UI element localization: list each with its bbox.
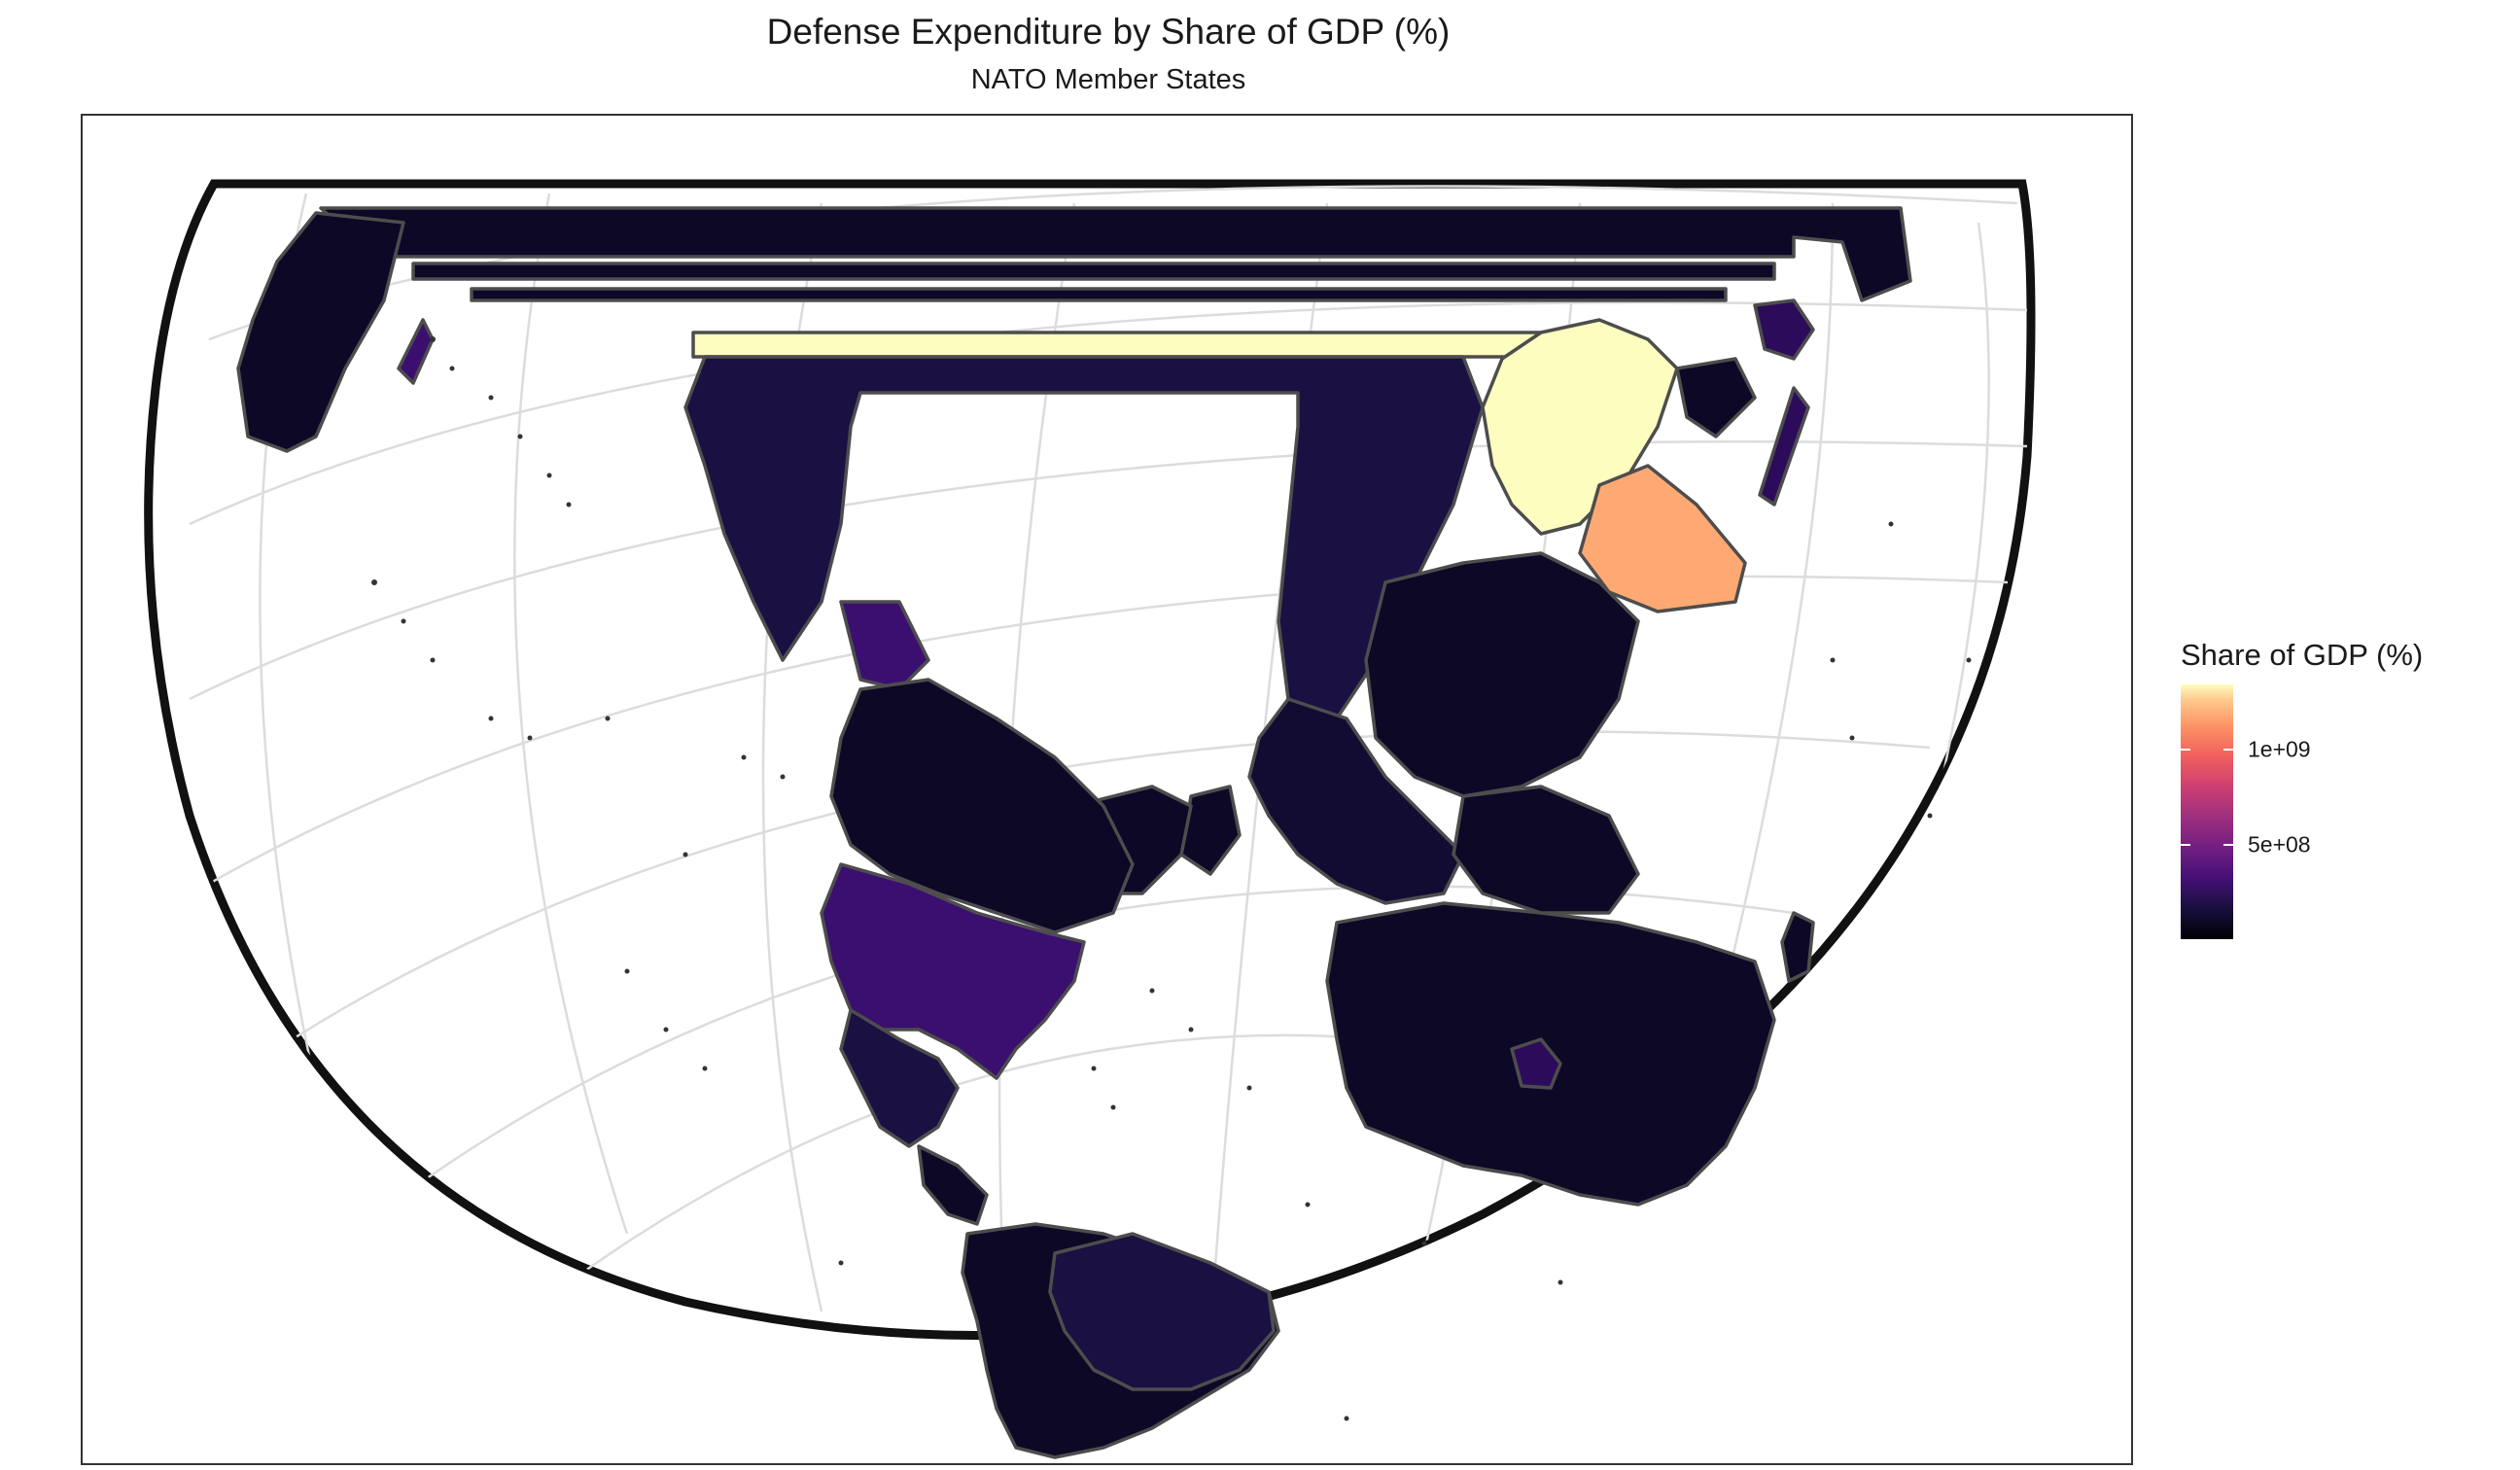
region-europe <box>1247 697 1465 905</box>
region-ne-strip <box>1758 386 1810 507</box>
legend-tick-1e9-left <box>2181 749 2190 751</box>
legend-tick-5e8-right <box>2223 844 2233 846</box>
region-na-purple <box>839 600 930 691</box>
region-central-east <box>1364 551 1640 798</box>
legend-title: Share of GDP (%) <box>2181 638 2424 672</box>
region-polar-band <box>319 206 1912 302</box>
region-usa <box>820 862 1086 1080</box>
region-north-west <box>683 355 1485 720</box>
region-mexico <box>839 1008 960 1148</box>
region-mideast <box>1452 785 1640 915</box>
region-east-yellow <box>1481 318 1679 536</box>
region-ne-block <box>1675 357 1757 438</box>
legend-label-mid: 5e+08 <box>2248 831 2311 858</box>
region-east-orange <box>1578 464 1747 613</box>
region-top-band <box>691 331 1543 359</box>
region-ne-island <box>1753 298 1815 361</box>
legend-label-high: 1e+09 <box>2248 736 2311 762</box>
region-madagascar <box>1780 911 1815 983</box>
legend-tick-1e9-right <box>2223 749 2233 751</box>
legend-tick-5e8-left <box>2181 844 2190 846</box>
legend-colorbar <box>2181 684 2233 939</box>
world-map <box>144 179 2036 1459</box>
region-africa-purple <box>1510 1037 1562 1090</box>
region-canada <box>829 678 1135 934</box>
region-west-mass <box>236 211 405 453</box>
region-polar-strip-2 <box>470 287 1728 302</box>
region-polar-strip <box>411 262 1776 281</box>
map-panel <box>81 114 2133 1465</box>
region-west-island <box>397 318 435 385</box>
land-masses <box>236 206 1912 1459</box>
region-brazil <box>1048 1232 1276 1391</box>
chart-subtitle: NATO Member States <box>970 64 1246 95</box>
scattered-islands <box>371 336 1972 1421</box>
chart-title: Defense Expenditure by Share of GDP (%) <box>766 12 1451 52</box>
region-central-america <box>917 1144 989 1226</box>
